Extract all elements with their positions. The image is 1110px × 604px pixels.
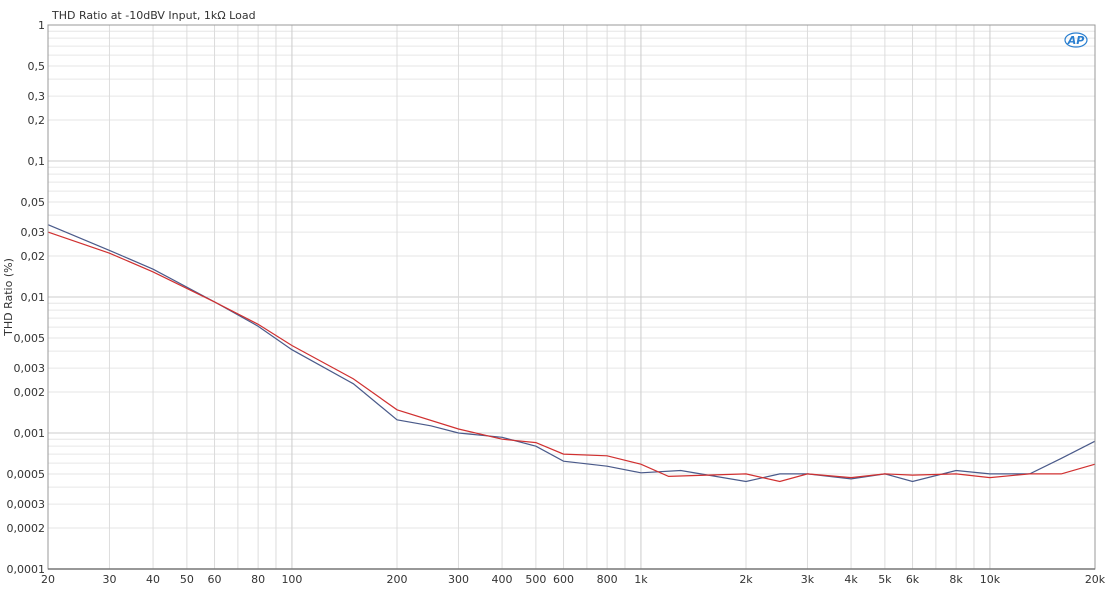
x-tick-label: 200: [387, 573, 408, 586]
x-tick-label: 800: [597, 573, 618, 586]
y-tick-label: 0,002: [14, 386, 46, 399]
y-tick-label: 0,003: [14, 362, 46, 375]
x-tick-label: 500: [525, 573, 546, 586]
x-tick-label: 50: [180, 573, 194, 586]
x-tick-label: 10k: [980, 573, 1001, 586]
y-tick-label: 0,1: [28, 155, 46, 168]
x-tick-label: 1k: [634, 573, 648, 586]
grid: [47, 25, 1096, 570]
y-tick-label: 0,05: [21, 196, 46, 209]
y-tick-labels: 1 0,5 0,3 0,2 0,1 0,05 0,03 0,02 0,01 0,005 0,003 0…: [7, 19, 46, 576]
x-tick-label: 80: [251, 573, 265, 586]
y-tick-label: 0,03: [21, 226, 46, 239]
x-tick-label: 60: [208, 573, 222, 586]
y-tick-label: 0,005: [14, 332, 46, 345]
chart-title: THD Ratio at -10dBV Input, 1kΩ Load: [51, 9, 256, 22]
y-tick-label: 0,02: [21, 250, 46, 263]
y-axis-label: THD Ratio (%): [2, 258, 15, 337]
x-tick-label: 30: [102, 573, 116, 586]
x-tick-labels: 20 30 40 50 60 80 100 200 300 400 500 600 800 1k 2k 3k 4…: [41, 573, 1106, 586]
x-tick-label: 2k: [739, 573, 753, 586]
series-lines: [47, 224, 1096, 483]
x-tick-label: 40: [146, 573, 160, 586]
series-line-2: [47, 231, 1096, 483]
ap-logo: AP: [1064, 32, 1088, 48]
y-tick-label: 0,5: [28, 60, 46, 73]
x-tick-label: 4k: [844, 573, 858, 586]
svg-text:AP: AP: [1067, 34, 1085, 47]
y-tick-label: 0,0003: [7, 498, 46, 511]
x-tick-label: 300: [448, 573, 469, 586]
x-tick-label: 8k: [949, 573, 963, 586]
y-tick-label: 0,001: [14, 427, 46, 440]
x-tick-label: 5k: [878, 573, 892, 586]
y-tick-label: 0,3: [28, 90, 46, 103]
x-tick-label: 6k: [906, 573, 920, 586]
x-tick-label: 20: [41, 573, 55, 586]
y-tick-label: 0,0001: [7, 563, 46, 576]
x-tick-label: 600: [553, 573, 574, 586]
y-tick-label: 0,01: [21, 291, 46, 304]
y-tick-label: 0,0005: [7, 468, 46, 481]
x-tick-label: 100: [281, 573, 302, 586]
x-tick-label: 20k: [1085, 573, 1106, 586]
x-tick-label: 3k: [801, 573, 815, 586]
series-line-1: [47, 224, 1096, 483]
y-tick-label: 0,0002: [7, 522, 46, 535]
y-tick-label: 1: [38, 19, 45, 32]
y-tick-label: 0,2: [28, 114, 46, 127]
x-tick-label: 400: [492, 573, 513, 586]
